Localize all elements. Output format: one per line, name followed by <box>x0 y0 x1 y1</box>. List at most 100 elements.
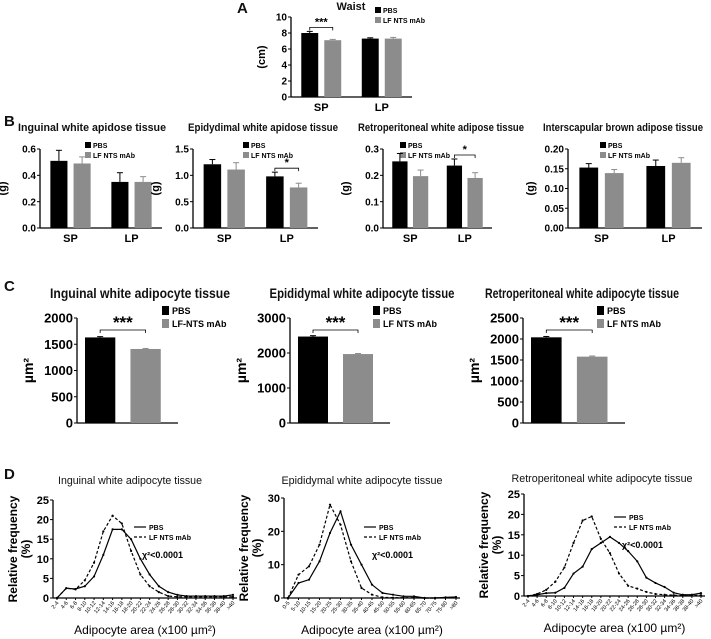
y-tick-label-c1: 500 <box>51 389 73 404</box>
y-tick-label-b4: 0.10 <box>545 184 565 195</box>
y-tick-label-d1: 5 <box>43 573 49 585</box>
data-point-d2 <box>360 563 363 566</box>
chart-title-d3: Retroperitoneal white adipocyte tissue <box>512 473 693 485</box>
panel-label-d: D <box>4 466 15 483</box>
data-point-d3 <box>608 535 612 538</box>
x-tick-label-b4: LP <box>661 233 675 245</box>
data-point-d1 <box>120 528 123 531</box>
legend-swatch-b3 <box>400 142 406 148</box>
data-point-d2 <box>381 591 384 595</box>
y-tick-label-a: 8 <box>281 29 287 40</box>
legend-swatch-c3 <box>597 319 604 328</box>
y-tick-label-b4: 0.15 <box>545 164 565 175</box>
bar-b4 <box>604 173 624 228</box>
x-tick-label-b2: LP <box>280 233 294 245</box>
significance-label-c2: *** <box>326 313 346 332</box>
data-point-d3 <box>636 587 639 590</box>
y-tick-label-c1: 1000 <box>44 363 73 378</box>
y-tick-label-b3: 0.1 <box>365 197 379 208</box>
legend-swatch-b4 <box>600 142 606 148</box>
y-tick-label-b3: 0.2 <box>365 171 379 182</box>
y-tick-label-c2: 3000 <box>257 311 286 326</box>
data-point-d3 <box>572 572 575 575</box>
significance-label-b2: * <box>285 157 290 169</box>
y-tick-label-b3: 0.3 <box>365 145 379 156</box>
data-point-d2 <box>412 596 416 599</box>
bar-b2 <box>227 169 245 228</box>
y-axis-label-d3: Relative frequency <box>477 491 491 598</box>
data-point-d2 <box>318 560 321 563</box>
data-point-d3 <box>681 594 684 597</box>
y-tick-label-b1: 0.4 <box>22 171 36 182</box>
data-point-d1 <box>176 595 179 598</box>
y-axis-label-b1: (g) <box>0 181 9 195</box>
bar-b3 <box>446 165 463 228</box>
data-point-d3 <box>581 519 584 522</box>
data-point-d3 <box>627 584 630 587</box>
legend-label-c3: LF NTS mAb <box>607 319 661 329</box>
legend-label-b2: PBS <box>251 143 266 150</box>
series-line-d3-lf <box>527 515 702 597</box>
data-point-d1 <box>130 549 133 553</box>
y-tick-label-c2: 1000 <box>257 381 286 396</box>
y-tick-label-d2: 0 <box>274 593 280 605</box>
data-point-d2 <box>423 596 426 600</box>
x-tick-label-d3: 4-6 <box>531 598 541 608</box>
x-tick-label-d2: 0-5 <box>282 600 292 610</box>
data-point-d2 <box>391 593 395 596</box>
legend-label-d2: LF NTS mAb <box>379 535 421 542</box>
bar-b1 <box>134 181 152 228</box>
data-point-d2 <box>307 565 311 568</box>
legend-label-b4: PBS <box>608 143 623 150</box>
data-point-d1 <box>204 595 207 598</box>
y-axis-label-c3: µm² <box>466 358 482 384</box>
data-point-d3 <box>599 541 602 545</box>
x-tick-label-d2: >80 <box>449 600 460 611</box>
data-point-d1 <box>111 514 114 517</box>
y-tick-label-d2: 30 <box>268 493 280 505</box>
significance-label-c3: *** <box>559 313 579 332</box>
data-point-d1 <box>83 585 86 588</box>
bar-c3 <box>576 356 608 423</box>
data-point-d3 <box>663 585 666 589</box>
data-point-d3 <box>581 565 584 568</box>
legend-swatch-b2 <box>243 142 249 148</box>
y-tick-label-c1: 1500 <box>44 337 73 352</box>
chart-title-b4: Interscapular brown adipose tissue <box>543 122 703 134</box>
data-point-d3 <box>627 550 630 553</box>
x-tick-label-d1: 6-8 <box>69 600 79 610</box>
y-tick-label-c3: 2500 <box>490 311 519 326</box>
chart-title-a: Waist <box>337 1 366 13</box>
data-point-d1 <box>65 587 68 590</box>
significance-bracket-b3 <box>453 154 476 159</box>
data-point-d1 <box>157 591 160 594</box>
legend-label-b4: LF NTS mAb <box>608 153 650 160</box>
y-tick-label-b2: 1.5 <box>175 145 189 156</box>
chart-title-c2: Epididymal white adipocyte tissue <box>270 285 455 301</box>
y-axis-label-c1: µm² <box>20 358 36 384</box>
significance-bracket-c3 <box>545 329 593 333</box>
y-axis-label-unit-d3: (%) <box>490 536 504 555</box>
y-axis-label-d1: Relative frequency <box>6 495 20 602</box>
data-point-d1 <box>148 573 151 576</box>
x-tick-label-a: LP <box>375 102 389 114</box>
bar-b4 <box>579 167 599 228</box>
data-point-d3 <box>554 580 557 583</box>
data-point-d3 <box>554 591 557 594</box>
y-tick-label-c3: 2000 <box>490 332 519 347</box>
data-point-d2 <box>381 596 384 599</box>
data-point-d3 <box>645 576 648 579</box>
chart-title-d1: Inguinal white adipocyte tissue <box>58 475 202 487</box>
y-tick-label-d2: 10 <box>268 560 280 572</box>
legend-swatch-b2 <box>243 152 249 158</box>
data-point-d3 <box>572 541 575 545</box>
chart-title-c1: Inguinal white adipocyte tissue <box>50 285 230 301</box>
data-point-d1 <box>231 595 235 598</box>
y-tick-label-c3: 0 <box>512 416 519 431</box>
significance-bracket-a <box>309 27 334 31</box>
data-point-d1 <box>213 595 216 598</box>
data-point-d3 <box>672 594 675 597</box>
data-point-d3 <box>645 590 648 594</box>
